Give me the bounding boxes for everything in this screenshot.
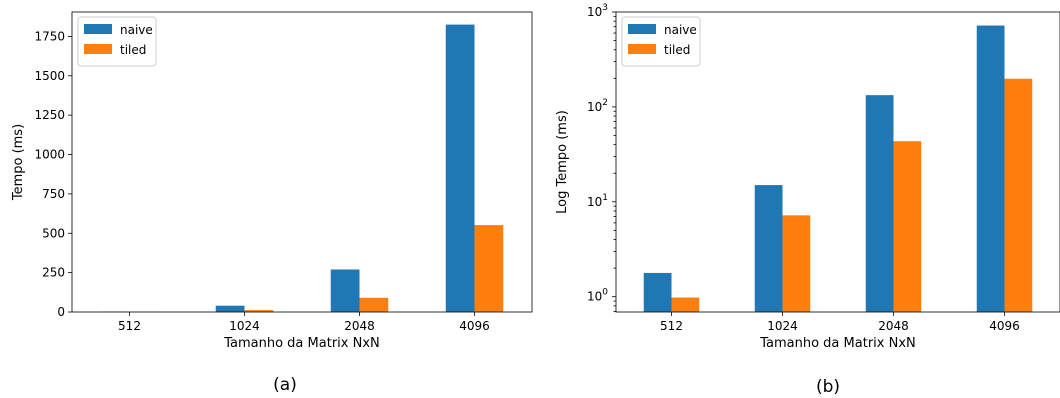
y-tick-label: 102 bbox=[587, 98, 608, 114]
x-tick-label: 4096 bbox=[989, 319, 1020, 333]
y-tick-label: 100 bbox=[587, 288, 608, 304]
y-tick-label: 101 bbox=[587, 193, 608, 209]
x-tick-label: 2048 bbox=[878, 319, 909, 333]
axes-frame bbox=[71, 11, 533, 313]
legend-swatch-tiled bbox=[628, 44, 656, 54]
bar-tiled-4096 bbox=[1004, 78, 1033, 312]
bar-tiled-1024 bbox=[782, 215, 811, 312]
y-tick-label: 0 bbox=[57, 305, 65, 319]
x-axis-label: Tamanho da Matrix NxN bbox=[223, 336, 380, 351]
bar-naive-1024 bbox=[215, 305, 245, 312]
bar-naive-4096 bbox=[976, 25, 1005, 312]
bar-tiled-512 bbox=[671, 297, 700, 312]
chart-panel-0: 0 250 500 750 1000 1250 1500 1750 512 1024 2048 409… bbox=[11, 11, 533, 395]
bar-tiled-2048 bbox=[359, 297, 389, 312]
y-tick-label: 1250 bbox=[34, 108, 65, 122]
legend-label-tiled: tiled bbox=[664, 43, 690, 57]
x-axis-label: Tamanho da Matrix NxN bbox=[759, 336, 916, 351]
y-tick-label: 1750 bbox=[34, 29, 65, 43]
figure-caption: (b) bbox=[816, 377, 840, 397]
chart-panel-1: 100 101 102 103 512 1024 2048 4096 Tamanho da Ma… bbox=[555, 3, 1060, 397]
bar-naive-512 bbox=[643, 272, 672, 312]
bar-naive-2048 bbox=[330, 269, 360, 312]
legend-swatch-naive bbox=[628, 24, 656, 34]
x-tick-label: 512 bbox=[118, 319, 141, 333]
x-tick-label: 4096 bbox=[459, 319, 490, 333]
y-tick-label: 500 bbox=[42, 226, 65, 240]
x-tick-label: 512 bbox=[660, 319, 683, 333]
y-axis-label: Log Tempo (ms) bbox=[555, 110, 570, 214]
legend-swatch-naive bbox=[84, 24, 112, 34]
bar-tiled-4096 bbox=[474, 225, 504, 312]
legend: naive tiled bbox=[621, 16, 701, 67]
axes-frame bbox=[615, 11, 1060, 313]
x-tick-label: 2048 bbox=[344, 319, 375, 333]
y-tick-label: 750 bbox=[42, 187, 65, 201]
y-axis-label: Tempo (ms) bbox=[11, 124, 26, 201]
bar-naive-2048 bbox=[865, 95, 894, 312]
y-tick-label: 1000 bbox=[34, 148, 65, 162]
x-tick-label: 1024 bbox=[767, 319, 798, 333]
x-tick-label: 1024 bbox=[229, 319, 260, 333]
bar-naive-1024 bbox=[754, 185, 783, 312]
legend-label-tiled: tiled bbox=[120, 43, 146, 57]
y-tick-label: 103 bbox=[587, 3, 608, 19]
legend-swatch-tiled bbox=[84, 44, 112, 54]
figure-caption: (a) bbox=[273, 375, 297, 395]
legend-label-naive: naive bbox=[664, 23, 697, 37]
y-tick-label: 250 bbox=[42, 266, 65, 280]
bar-tiled-2048 bbox=[893, 141, 922, 312]
legend-label-naive: naive bbox=[120, 23, 153, 37]
legend: naive tiled bbox=[77, 16, 157, 67]
y-tick-label: 1500 bbox=[34, 69, 65, 83]
bar-naive-4096 bbox=[445, 24, 475, 313]
bar-tiled-1024 bbox=[244, 310, 274, 312]
